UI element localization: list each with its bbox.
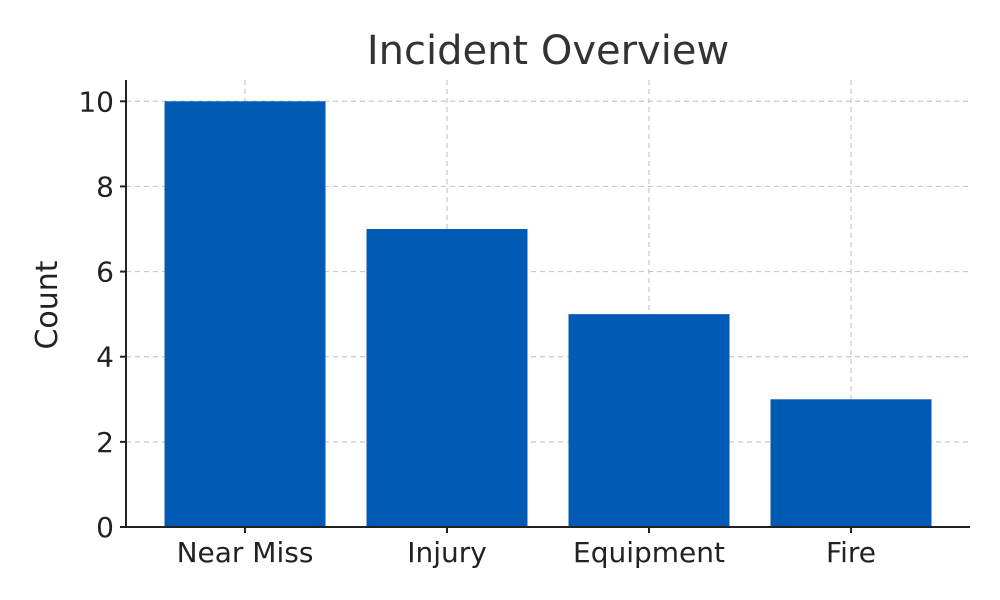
y-axis-label: Count [30, 260, 65, 349]
bar-equipment [568, 314, 730, 527]
x-tick-label: Fire [826, 536, 876, 569]
y-tick-label: 6 [96, 256, 114, 289]
bar-injury [366, 229, 528, 527]
bar-near-miss [164, 101, 326, 528]
ticks-layer: 0 2 4 6 8 10 Near Miss Injury Equipment Fire [78, 85, 876, 569]
x-tick-label: Injury [407, 536, 487, 569]
y-tick-label: 2 [96, 426, 114, 459]
bars-layer [164, 101, 932, 528]
x-tick-label: Near Miss [177, 536, 314, 569]
y-tick-label: 10 [78, 85, 114, 118]
y-tick-label: 8 [96, 170, 114, 203]
y-tick-label: 0 [96, 511, 114, 544]
y-tick-label: 4 [96, 341, 114, 374]
bar-fire [770, 399, 932, 527]
x-tick-label: Equipment [573, 536, 725, 569]
chart-title: Incident Overview [367, 28, 729, 74]
axes-layer [125, 80, 970, 528]
